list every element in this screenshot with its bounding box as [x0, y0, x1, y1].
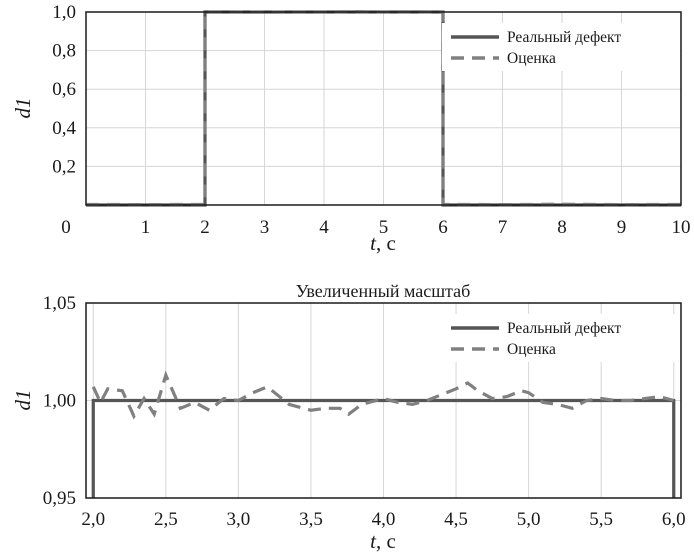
series-line-real: [91, 398, 676, 498]
plot-frame: [85, 11, 682, 206]
tick-labels: 1 2 3 4 5 6 7 8 9 10 0,2 0,4 0,6 0,8 1,0 0: [52, 2, 690, 238]
y-tick-label: 1,0: [52, 2, 76, 23]
y-tick-label: 0,6: [52, 79, 76, 100]
chart-top: 1 2 3 4 5 6 7 8 9 10 0,2 0,4 0,6 0,8 1,0 0 d1 t, с Реал…: [11, 2, 691, 255]
x-tick-label: 3: [260, 217, 270, 238]
x-tick-label: 7: [498, 217, 508, 238]
x-tick-label: 5: [379, 217, 389, 238]
y-tick-label: 0,8: [52, 41, 76, 62]
series-line-estimate: [91, 370, 675, 420]
x-tick-label: 2,0: [81, 509, 105, 530]
x-tick-label: 4,0: [372, 509, 396, 530]
y-tick-label: 0,95: [43, 488, 76, 509]
x-tick-label: 5,0: [517, 509, 541, 530]
x-tick-label: 3,0: [227, 509, 251, 530]
y-axis-label: d1: [11, 98, 35, 119]
plot-frame: [85, 302, 682, 499]
x-tick-label: 9: [617, 217, 627, 238]
y-axis-label: d1: [11, 390, 35, 411]
x-tick-label: 1: [141, 217, 151, 238]
series-group: [91, 370, 676, 498]
x-axis-label: t, с: [370, 231, 396, 255]
x-tick-label: 0: [61, 217, 71, 238]
legend: Реальный дефект Оценка: [442, 314, 680, 362]
x-tick-label: 10: [672, 217, 691, 238]
legend-label: Реальный дефект: [507, 320, 621, 337]
x-axis-label: t, с: [370, 529, 396, 553]
legend-box: [442, 314, 680, 362]
legend-label: Реальный дефект: [507, 29, 621, 46]
legend-label: Оценка: [507, 50, 556, 67]
y-tick-label: 1,05: [43, 293, 76, 314]
x-tick-label: 4,5: [444, 509, 468, 530]
y-tick-label: 1,00: [43, 391, 76, 412]
legend-box: [442, 23, 680, 71]
chart-title: Увеличенный масштаб: [296, 281, 471, 301]
legend-label: Оценка: [507, 341, 556, 358]
x-tick-label: 2: [200, 217, 210, 238]
chart-bottom: Увеличенный масштаб 2,0 2,5 3,0 3,5 4,0 4,5 5,…: [11, 281, 686, 553]
y-tick-label: 0,2: [52, 156, 76, 177]
y-tick-label: 0,4: [52, 118, 76, 139]
legend: Реальный дефект Оценка: [442, 23, 680, 71]
x-tick-label: 3,5: [299, 509, 323, 530]
x-tick-label: 8: [557, 217, 567, 238]
tick-labels: 2,0 2,5 3,0 3,5 4,0 4,5 5,0 5,5 6,0 0,95 1,00 1,05: [43, 293, 686, 530]
x-tick-label: 5,5: [589, 509, 613, 530]
x-tick-label: 6: [438, 217, 448, 238]
x-tick-label: 4: [319, 217, 329, 238]
x-tick-label: 6,0: [662, 509, 686, 530]
x-tick-label: 2,5: [154, 509, 178, 530]
